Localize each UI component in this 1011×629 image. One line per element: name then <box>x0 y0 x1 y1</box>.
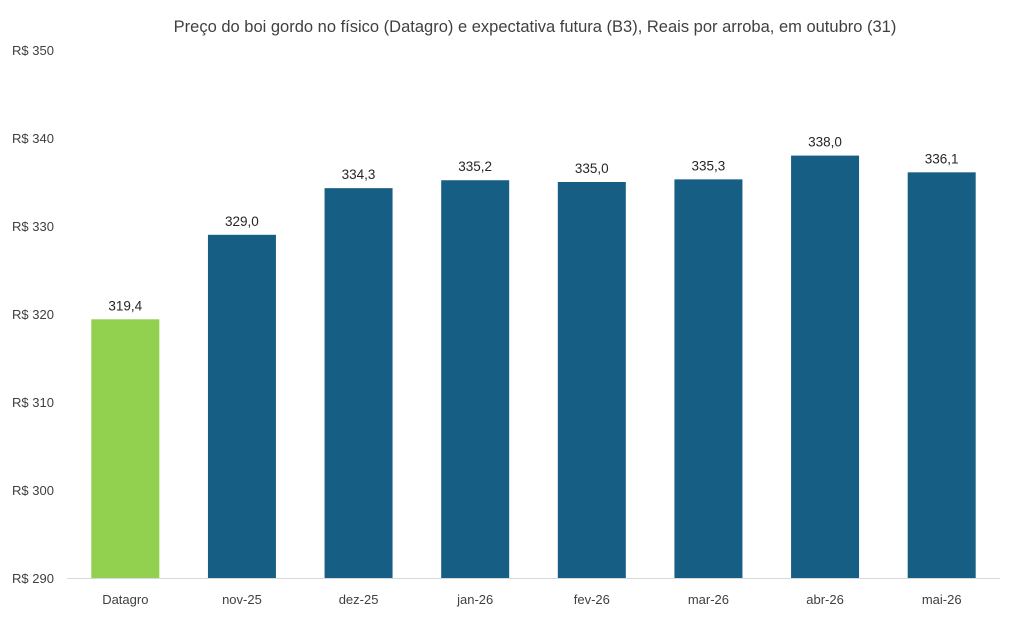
y-tick-label: R$ 310 <box>12 395 54 410</box>
y-tick-label: R$ 290 <box>12 571 54 586</box>
x-tick-label: dez-25 <box>339 592 379 607</box>
x-tick-label: nov-25 <box>222 592 262 607</box>
bar-mai-26 <box>907 172 976 578</box>
x-tick-label: fev-26 <box>574 592 610 607</box>
bar-nov-25 <box>207 234 276 579</box>
y-tick-label: R$ 300 <box>12 483 54 498</box>
x-tick-label: mar-26 <box>688 592 729 607</box>
y-tick-label: R$ 320 <box>12 307 54 322</box>
bar-abr-26 <box>791 155 860 578</box>
data-label: 336,1 <box>925 151 959 166</box>
chart-title: Preço do boi gordo no físico (Datagro) e… <box>174 18 897 36</box>
x-tick-label: jan-26 <box>456 592 493 607</box>
y-axis: R$ 290 R$ 300 R$ 310 R$ 320 R$ 330 R$ 340 R$ 3… <box>12 43 54 586</box>
data-label: 335,3 <box>692 158 726 173</box>
x-tick-label: Datagro <box>102 592 148 607</box>
bar-fev-26 <box>557 182 626 578</box>
bar-mar-26 <box>674 179 743 579</box>
x-tick-label: abr-26 <box>806 592 844 607</box>
data-label: 334,3 <box>342 167 376 182</box>
data-label: 335,0 <box>575 161 609 176</box>
y-tick-label: R$ 330 <box>12 219 54 234</box>
x-tick-label: mai-26 <box>922 592 962 607</box>
data-labels: 319,4 329,0 334,3 335,2 335,0 335,3 338,0 336,1 <box>108 135 958 314</box>
bar-jan-26 <box>441 180 510 579</box>
x-axis: Datagro nov-25 dez-25 jan-26 fev-26 mar-26 abr… <box>102 592 961 607</box>
y-tick-label: R$ 350 <box>12 43 54 58</box>
data-label: 338,0 <box>808 135 842 150</box>
bar-dez-25 <box>324 188 393 578</box>
data-label: 329,0 <box>225 214 259 229</box>
bar-datagro <box>91 319 160 578</box>
data-label: 319,4 <box>108 298 142 313</box>
bars <box>91 155 976 579</box>
data-label: 335,2 <box>458 159 492 174</box>
y-tick-label: R$ 340 <box>12 131 54 146</box>
